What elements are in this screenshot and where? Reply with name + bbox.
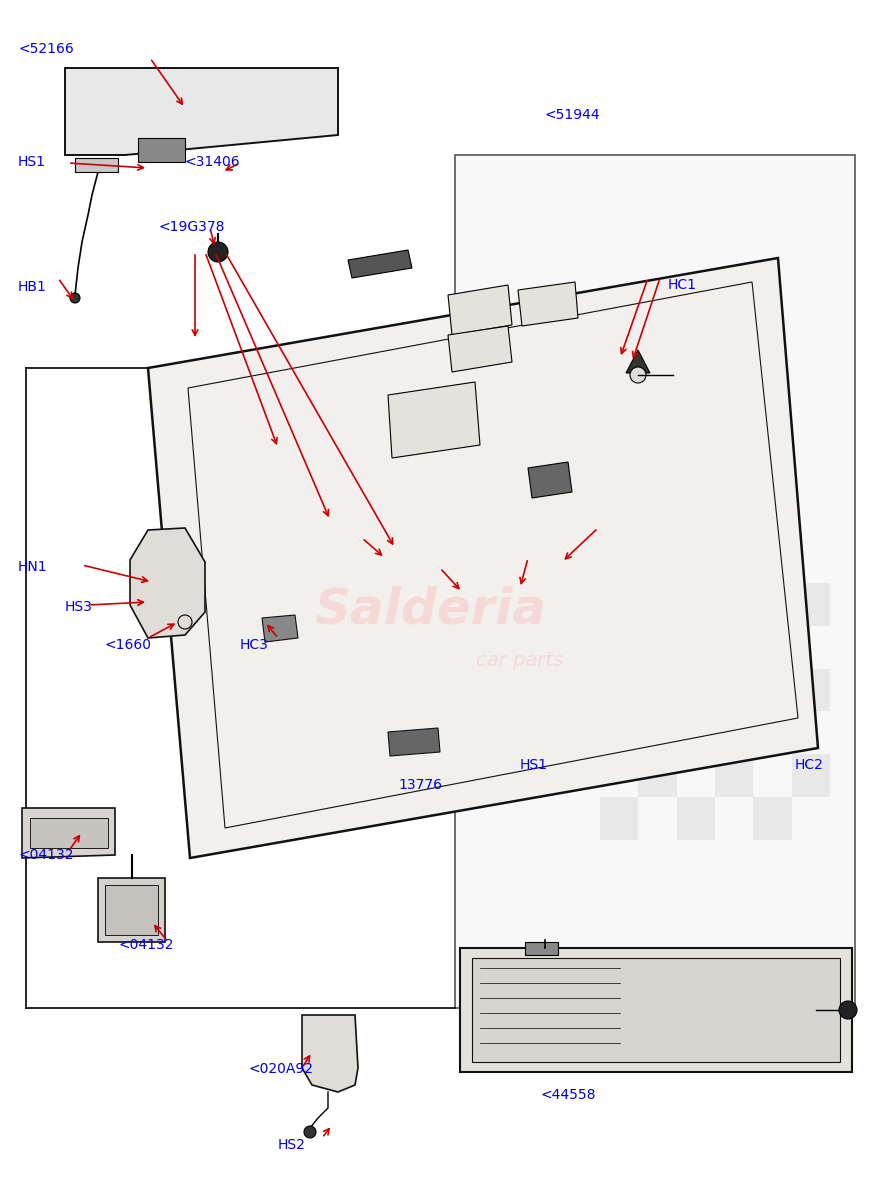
Text: <04132: <04132	[18, 848, 74, 862]
Circle shape	[304, 1126, 316, 1138]
Polygon shape	[388, 728, 440, 756]
Text: <44558: <44558	[540, 1088, 595, 1102]
Polygon shape	[518, 282, 578, 326]
Bar	[639, 668, 677, 712]
Bar	[677, 712, 715, 755]
Polygon shape	[348, 250, 412, 278]
Text: HB1: HB1	[18, 280, 47, 294]
Bar	[677, 625, 715, 668]
Polygon shape	[98, 878, 165, 942]
Text: HC3: HC3	[240, 638, 269, 652]
Polygon shape	[388, 382, 480, 458]
Polygon shape	[262, 614, 298, 642]
Text: <020A92: <020A92	[248, 1062, 313, 1076]
Bar	[792, 755, 830, 797]
Polygon shape	[148, 258, 818, 858]
Text: <31406: <31406	[185, 155, 241, 169]
Text: HS3: HS3	[65, 600, 93, 614]
Text: HC1: HC1	[668, 278, 697, 292]
Bar	[677, 797, 715, 840]
Polygon shape	[472, 958, 840, 1062]
Bar	[753, 625, 792, 668]
Polygon shape	[626, 350, 650, 373]
Bar	[753, 540, 792, 583]
Polygon shape	[30, 818, 108, 848]
Text: <52166: <52166	[18, 42, 74, 56]
Circle shape	[839, 1001, 857, 1019]
Text: HC2: HC2	[795, 758, 824, 772]
Polygon shape	[448, 326, 512, 372]
Bar	[715, 755, 753, 797]
Text: Salderia: Salderia	[314, 586, 546, 634]
Bar	[639, 583, 677, 625]
Polygon shape	[65, 68, 338, 155]
Text: HS2: HS2	[278, 1138, 306, 1152]
Bar	[715, 583, 753, 625]
Text: HS1: HS1	[520, 758, 548, 772]
Polygon shape	[528, 462, 572, 498]
Text: <51944: <51944	[545, 108, 600, 122]
Bar	[792, 583, 830, 625]
Circle shape	[208, 242, 228, 262]
Polygon shape	[138, 138, 185, 162]
Text: <04132: <04132	[118, 938, 174, 952]
Polygon shape	[130, 528, 205, 638]
Bar	[792, 668, 830, 712]
Polygon shape	[448, 284, 512, 335]
Bar	[600, 712, 639, 755]
Text: HS1: HS1	[18, 155, 46, 169]
Polygon shape	[302, 1015, 358, 1092]
Circle shape	[630, 367, 646, 383]
Circle shape	[70, 293, 80, 302]
Text: <1660: <1660	[105, 638, 152, 652]
Polygon shape	[525, 942, 558, 955]
Bar	[600, 540, 639, 583]
Bar	[753, 797, 792, 840]
Text: 13776: 13776	[398, 778, 442, 792]
Bar	[753, 712, 792, 755]
Polygon shape	[75, 158, 118, 172]
Polygon shape	[105, 886, 158, 935]
Text: <19G378: <19G378	[158, 220, 224, 234]
Bar	[677, 540, 715, 583]
Polygon shape	[455, 155, 855, 1008]
Bar	[639, 755, 677, 797]
Bar	[600, 797, 639, 840]
Polygon shape	[22, 808, 115, 858]
Text: HN1: HN1	[18, 560, 48, 574]
Polygon shape	[460, 948, 852, 1072]
Bar	[715, 668, 753, 712]
Bar	[600, 625, 639, 668]
Text: car parts: car parts	[476, 650, 564, 670]
